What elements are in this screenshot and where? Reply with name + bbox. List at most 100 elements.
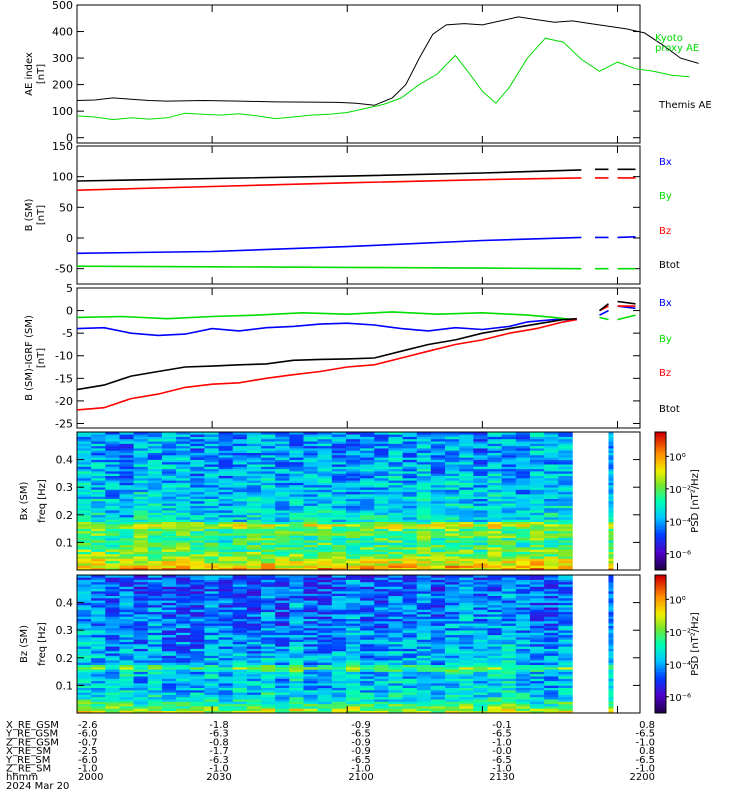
psd-cell bbox=[487, 560, 502, 564]
psd-cell bbox=[473, 489, 488, 493]
psd-cell bbox=[246, 556, 262, 559]
colorbar-swatch bbox=[655, 609, 666, 613]
psd-cell bbox=[331, 547, 347, 550]
psd-cell bbox=[261, 641, 276, 645]
psd-cell bbox=[218, 588, 234, 592]
psd-cell bbox=[445, 487, 460, 490]
psd-cell bbox=[161, 655, 177, 659]
psd-cell bbox=[317, 496, 333, 499]
psd-cell bbox=[544, 623, 559, 626]
psd-cell bbox=[317, 614, 333, 617]
psd-cell bbox=[161, 575, 177, 578]
psd-cell bbox=[331, 632, 347, 636]
psd-cell bbox=[261, 445, 276, 449]
psd-cell bbox=[91, 593, 106, 596]
psd-cell bbox=[487, 581, 502, 585]
psd-cell bbox=[402, 544, 418, 548]
ae-y-label-line1: AE index bbox=[24, 52, 35, 96]
psd-cell bbox=[275, 637, 290, 640]
psd-cell bbox=[388, 710, 403, 714]
psd-cell bbox=[218, 473, 234, 476]
psd-cell bbox=[345, 471, 361, 474]
psd-cell bbox=[77, 517, 92, 520]
psd-cell bbox=[232, 627, 248, 631]
psd-cell bbox=[119, 521, 134, 525]
psd-cell bbox=[345, 598, 361, 601]
psd-cell bbox=[77, 584, 92, 587]
psd-cell bbox=[190, 553, 205, 557]
psd-cell bbox=[544, 459, 559, 463]
colorbar-swatch bbox=[655, 537, 666, 541]
psd-cell bbox=[388, 706, 403, 709]
psd-cell bbox=[317, 535, 333, 539]
psd-cell bbox=[232, 708, 248, 711]
psd-cell bbox=[147, 491, 163, 495]
psd-cell bbox=[161, 487, 177, 490]
colorbar-swatch bbox=[655, 655, 666, 659]
psd-cell bbox=[402, 637, 418, 640]
psd-cell bbox=[558, 496, 573, 499]
psd-cell bbox=[445, 544, 460, 548]
psd-cell bbox=[416, 448, 432, 451]
psd-cell bbox=[232, 510, 248, 513]
psd-cell bbox=[77, 457, 92, 460]
psd-cell bbox=[133, 616, 149, 619]
psd-cell bbox=[275, 706, 290, 709]
psd-cell bbox=[91, 526, 106, 529]
psd-cell bbox=[487, 683, 502, 686]
psd-cell bbox=[544, 558, 559, 562]
psd-cell bbox=[515, 487, 531, 490]
psd-cell bbox=[204, 443, 219, 447]
psd-cell bbox=[303, 461, 318, 465]
psd-cell bbox=[246, 676, 262, 679]
psd-cell bbox=[91, 586, 106, 590]
psd-cell bbox=[473, 593, 488, 596]
psd-cell bbox=[445, 482, 460, 486]
psd-cell bbox=[558, 676, 573, 679]
psd-cell bbox=[218, 683, 234, 686]
psd-cell bbox=[119, 484, 134, 488]
psd-cell bbox=[445, 584, 460, 587]
psd-cell bbox=[275, 703, 290, 707]
psd-cell bbox=[345, 575, 361, 578]
psd-cell bbox=[445, 699, 460, 702]
psd-cell bbox=[608, 588, 614, 592]
psd-cell bbox=[430, 432, 446, 435]
psd-cell bbox=[246, 455, 262, 458]
psd-cell bbox=[176, 480, 191, 483]
psd-cell bbox=[459, 579, 474, 583]
psd-cell bbox=[374, 595, 389, 599]
psd-cell bbox=[289, 644, 304, 647]
psd-cell bbox=[218, 611, 234, 615]
colorbar-swatch bbox=[655, 473, 666, 476]
psd-cell bbox=[190, 491, 205, 495]
psd-cell bbox=[218, 494, 234, 497]
psd-cell bbox=[445, 678, 460, 682]
psd-cell bbox=[416, 706, 432, 709]
psd-cell bbox=[105, 621, 120, 624]
psd-cell bbox=[360, 528, 375, 532]
psd-cell bbox=[331, 553, 347, 557]
psd-cell bbox=[275, 584, 290, 587]
psd-cell bbox=[204, 634, 219, 638]
psd-cell bbox=[608, 549, 614, 552]
psd-cell bbox=[430, 616, 446, 619]
psd-cell bbox=[430, 547, 446, 550]
psd-cell bbox=[91, 452, 106, 456]
psd-cell bbox=[317, 450, 333, 453]
psd-cell bbox=[416, 432, 432, 435]
psd-cell bbox=[487, 503, 502, 506]
psd-cell bbox=[176, 671, 191, 675]
psd-cell bbox=[558, 482, 573, 486]
colorbar-swatch bbox=[655, 468, 666, 472]
psd-cell bbox=[501, 567, 517, 571]
psd-cell bbox=[374, 614, 389, 617]
psd-cell bbox=[161, 466, 177, 470]
psd-cell bbox=[331, 537, 347, 541]
psd-cell bbox=[91, 567, 106, 571]
psd-cell bbox=[374, 441, 389, 444]
psd-cell bbox=[246, 584, 262, 587]
psd-cell bbox=[77, 489, 92, 493]
y-tick-label: 0.3 bbox=[56, 481, 74, 494]
